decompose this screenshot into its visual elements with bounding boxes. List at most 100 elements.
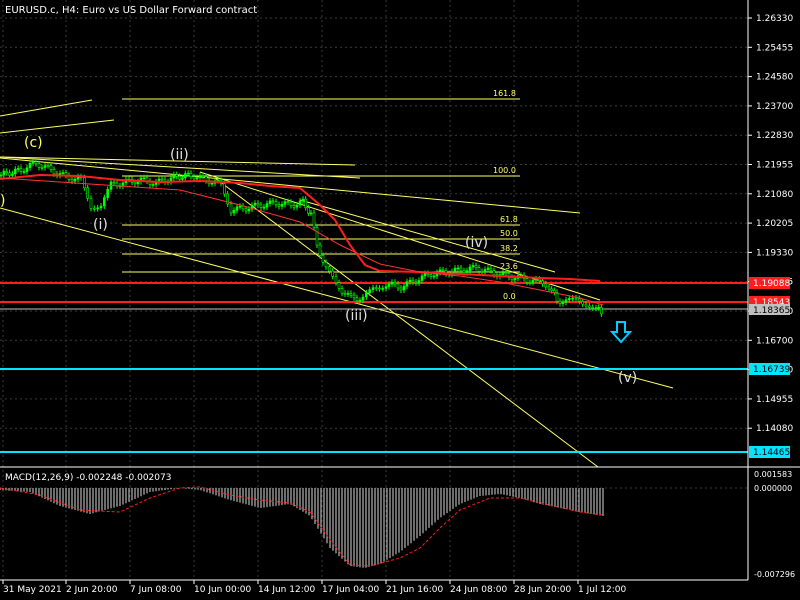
candle-body <box>5 171 9 174</box>
candle-body <box>198 175 202 178</box>
candle-body <box>99 205 103 209</box>
candle-body <box>591 307 594 309</box>
candle-body <box>151 184 155 186</box>
candle-body <box>189 172 193 177</box>
wave-label-i: (i) <box>93 217 108 233</box>
macd-tick: -0.007296 <box>754 570 795 579</box>
candle-body <box>175 174 179 177</box>
wave-label-partial: ) <box>0 193 5 209</box>
candle-body <box>73 178 77 182</box>
candle-body <box>186 172 190 175</box>
candle-body <box>309 212 313 215</box>
candle-body <box>355 297 359 302</box>
candle-body <box>241 205 245 210</box>
candle-body <box>238 205 242 208</box>
candle-body <box>528 282 532 284</box>
candle-body <box>489 267 493 271</box>
candle-body <box>178 176 181 180</box>
candle-body <box>2 171 6 176</box>
candle-body <box>340 288 344 294</box>
chart-title: EURUSD.c, H4: Euro vs US Dollar Forward … <box>5 5 257 16</box>
candle-body <box>86 187 89 199</box>
fib-label: 23.6 <box>500 262 518 271</box>
time-tick-label: 10 Jun 00:00 <box>194 585 251 595</box>
candle-body <box>265 203 269 208</box>
candle-body <box>195 177 199 180</box>
candle-body <box>352 294 356 299</box>
candle-body <box>468 266 472 271</box>
candle-body <box>371 287 375 290</box>
candle-body <box>321 255 325 263</box>
candle-body <box>106 189 109 198</box>
candle-body <box>307 207 310 214</box>
candle-body <box>312 212 316 228</box>
candle-body <box>396 283 400 289</box>
candle-body <box>253 202 257 206</box>
price-markers: 1.19088 1.18543 1.18365 1.16739 1.14465 <box>749 277 790 458</box>
candle-body <box>561 302 565 304</box>
candle-body <box>474 265 478 268</box>
time-tick-label: 21 Jun 16:00 <box>386 585 443 595</box>
fib-label: 161.8 <box>493 89 516 98</box>
wave-label-v: (v) <box>618 370 637 386</box>
price-tick-label: 1.20205 <box>756 219 793 229</box>
candle-body <box>387 283 391 287</box>
candle-body <box>93 208 96 210</box>
candle-body <box>13 168 17 175</box>
candle-body <box>568 298 571 301</box>
candle-body <box>349 293 353 296</box>
candle-body <box>581 301 584 305</box>
candle-body <box>393 281 397 285</box>
fib-label: 0.0 <box>503 292 516 301</box>
time-tick-label: 28 Jun 20:00 <box>514 585 571 595</box>
candle-body <box>274 201 278 205</box>
candle-body <box>286 201 290 203</box>
down-arrow-icon <box>609 321 633 344</box>
candle-body <box>486 267 490 270</box>
price-tick-label: 1.22830 <box>756 131 793 141</box>
price-tick-label: 1.21080 <box>756 190 793 200</box>
candle-body <box>43 165 47 168</box>
candle-body <box>22 171 26 173</box>
candle-body <box>553 290 556 293</box>
candle-body <box>471 265 475 268</box>
candle-body <box>268 200 272 204</box>
time-tick-label: 31 May 2021 <box>3 585 62 595</box>
candle-body <box>361 296 365 301</box>
macd-signal-line <box>0 486 604 567</box>
candle-body <box>328 266 331 272</box>
candle-body <box>76 176 80 180</box>
candle-body <box>201 175 205 177</box>
candle-body <box>136 181 140 185</box>
candle-body <box>11 173 14 176</box>
macd-tick: 0.000000 <box>754 484 792 493</box>
candle-body <box>510 277 514 281</box>
candle-body <box>584 303 588 307</box>
candle-body <box>365 292 368 298</box>
candle-body <box>89 197 93 209</box>
marker-label: 1.16739 <box>753 365 790 375</box>
candle-body <box>315 226 319 246</box>
candle-body <box>301 198 305 202</box>
time-tick-label: 24 Jun 08:00 <box>450 585 507 595</box>
candle-body <box>408 279 412 283</box>
candle-body <box>183 173 187 179</box>
macd-tick: 0.001583 <box>754 470 792 479</box>
candle-body <box>16 168 20 170</box>
candle-body <box>531 279 535 283</box>
candle-body <box>83 177 86 189</box>
candle-body <box>210 182 214 185</box>
candle-body <box>558 300 562 304</box>
candle-body <box>477 267 481 272</box>
candle-body <box>331 270 334 277</box>
candle-body <box>414 281 418 284</box>
candle-body <box>402 285 406 291</box>
wave-label-iii: (iii) <box>345 308 368 324</box>
candle-body <box>70 179 74 182</box>
time-axis[interactable]: 31 May 2021 2 Jun 20:00 7 Jun 08:00 10 Jun … <box>2 580 627 595</box>
candle-body <box>337 282 341 289</box>
trend-lines[interactable] <box>0 99 674 468</box>
candle-body <box>492 270 496 276</box>
candle-body <box>181 177 184 180</box>
